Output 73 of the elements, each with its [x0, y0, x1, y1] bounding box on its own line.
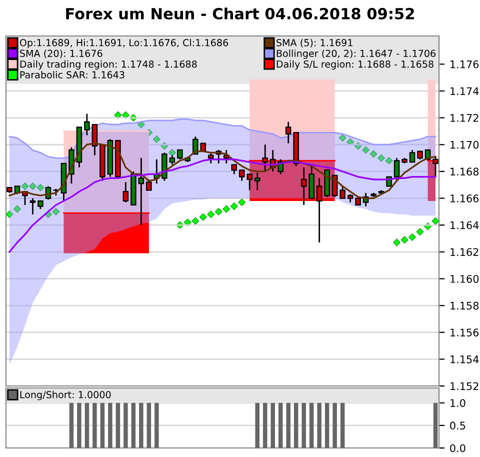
point	[222, 205, 230, 213]
legend-label: Parabolic SAR: 1.1643	[20, 71, 124, 78]
candlestick	[432, 156, 438, 178]
legend-label: Daily S/L region: 1.1688 - 1.1658	[276, 60, 434, 70]
candlestick	[146, 178, 152, 191]
point	[21, 182, 29, 190]
point	[114, 111, 122, 119]
candlestick	[30, 198, 36, 216]
y-tick-label: 1.0	[450, 399, 466, 407]
point	[238, 198, 246, 206]
y-tick-label: 0.0	[450, 444, 466, 452]
point	[122, 111, 130, 119]
y-tick-label: 1.172	[450, 114, 478, 122]
point	[362, 146, 370, 154]
point	[400, 236, 408, 244]
point	[207, 210, 215, 218]
legend-label: Daily trading region: 1.1748 - 1.1688	[20, 60, 197, 70]
point	[29, 182, 36, 190]
y-tick-label: 1.156	[450, 328, 479, 336]
point	[192, 217, 200, 225]
candlestick	[138, 157, 144, 226]
candlestick	[238, 169, 245, 182]
legend-label: Bollinger (20, 2): 1.1647 - 1.1706	[276, 50, 436, 59]
candlestick	[208, 152, 214, 164]
point	[432, 217, 439, 225]
point	[36, 184, 44, 192]
y-tick-label: 1.162	[450, 248, 478, 256]
point	[168, 148, 176, 156]
candlestick	[300, 166, 307, 206]
point	[385, 156, 393, 164]
line-series	[8, 118, 436, 159]
candlestick	[192, 136, 198, 155]
legend-label: Op:1.1689, Hi:1.1691, Lo:1.1676, Cl:1.1686	[20, 38, 228, 48]
y-tick-label: 1.158	[450, 302, 479, 310]
y-tick-label: 1.174	[450, 87, 479, 95]
chart-title: Forex um Neun - Chart 04.06.2018 09:52	[66, 8, 414, 20]
point	[378, 154, 386, 162]
candlestick	[409, 149, 416, 163]
point	[408, 233, 416, 241]
candlestick	[84, 113, 90, 136]
point	[370, 150, 378, 158]
point	[416, 228, 424, 236]
point	[199, 213, 207, 221]
legend-label: Long/Short: 1.0000	[20, 390, 111, 400]
y-tick-label: 0.5	[450, 422, 466, 430]
y-tick-label: 1.176	[450, 60, 479, 68]
legend-label: SMA (20): 1.1676	[20, 50, 102, 58]
candlestick	[316, 177, 322, 244]
candlestick	[285, 121, 292, 144]
candlestick	[262, 144, 268, 172]
candlestick	[231, 164, 237, 175]
point	[6, 210, 14, 218]
y-tick-label: 1.152	[450, 382, 478, 390]
point	[393, 238, 400, 246]
candlestick	[340, 185, 346, 199]
point	[184, 218, 192, 226]
y-tick-label: 1.166	[450, 194, 479, 202]
point	[346, 138, 354, 146]
y-tick-label: 1.164	[450, 221, 479, 230]
point	[152, 136, 160, 143]
point	[214, 208, 222, 216]
legend-label: SMA (5): 1.1691	[276, 38, 352, 48]
candlestick	[122, 181, 129, 203]
candlestick	[246, 173, 252, 191]
y-tick-label: 1.170	[450, 140, 479, 149]
candlestick	[254, 172, 260, 191]
point	[52, 208, 60, 216]
point	[14, 205, 21, 213]
point	[230, 202, 238, 210]
y-tick-label: 1.154	[450, 356, 479, 364]
point	[338, 134, 346, 142]
y-tick-label: 1.160	[450, 274, 479, 283]
y-tick-label: 1.168	[450, 168, 479, 176]
